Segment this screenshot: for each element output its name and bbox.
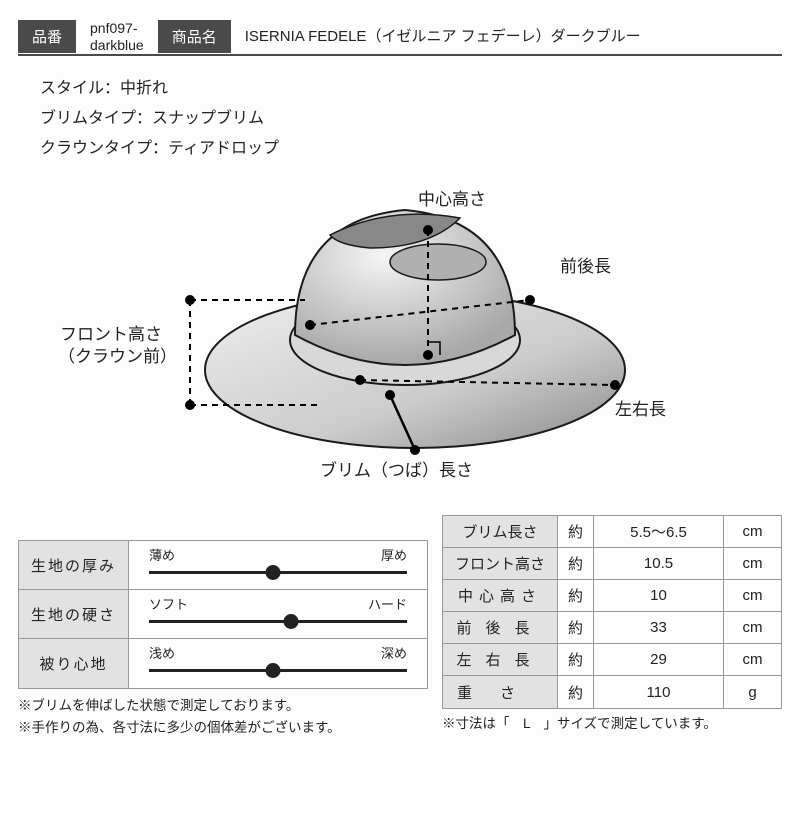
style-line: スタイル：中折れ — [40, 74, 800, 104]
style-list: スタイル：中折れ ブリムタイプ：スナップブリム クラウンタイプ：ティアドロップ — [40, 74, 800, 165]
label-left-right: 左右長 — [615, 395, 666, 420]
slider-row: 生地の厚み 薄め 厚め — [19, 541, 427, 590]
slider-row: 生地の硬さ ソフト ハード — [19, 590, 427, 639]
hat-svg — [60, 170, 740, 480]
slider-track: 浅め 深め — [129, 639, 427, 688]
code-label: 品番 — [18, 20, 76, 53]
header: 品番 pnf097- darkblue 商品名 ISERNIA FEDELE（イ… — [18, 20, 782, 56]
label-front-back: 前後長 — [560, 252, 611, 277]
label-brim-length: ブリム（つば）長さ — [320, 456, 473, 481]
style-line: ブリムタイプ：スナップブリム — [40, 104, 800, 134]
label-center-height: 中心高さ — [418, 185, 486, 210]
sliders-table: 生地の厚み 薄め 厚め 生地の硬さ ソフト ハード 被り心地 浅め 深め — [18, 540, 428, 689]
style-line: クラウンタイプ：ティアドロップ — [40, 134, 800, 164]
slider-name: 生地の硬さ — [19, 590, 129, 638]
slider-knob — [265, 565, 280, 580]
hat-diagram: 中心高さ 前後長 フロント高さ （クラウン前） 左右長 ブリム（つば）長さ — [60, 170, 740, 480]
slider-track: 薄め 厚め — [129, 541, 427, 589]
label-front-height-2: （クラウン前） — [58, 342, 177, 367]
name-value: ISERNIA FEDELE（イゼルニア フェデーレ）ダークブルー — [231, 28, 655, 46]
slider-row: 被り心地 浅め 深め — [19, 639, 427, 688]
slider-track: ソフト ハード — [129, 590, 427, 638]
slider-name: 生地の厚み — [19, 541, 129, 589]
slider-knob — [265, 663, 280, 678]
slider-knob — [283, 614, 298, 629]
measurements-table: ブリム長さ 約 5.5～6.5 cm フロント高さ 約 10.5 cm 中心高さ… — [442, 515, 782, 709]
notes-left: ※ブリムを伸ばした状態で測定しております。 ※手作りの為、各寸法に多少の個体差が… — [18, 695, 341, 738]
notes-right: ※寸法は「 L 」サイズで測定しています。 — [442, 712, 717, 732]
code-value: pnf097- darkblue — [76, 20, 158, 54]
slider-name: 被り心地 — [19, 639, 129, 688]
name-label: 商品名 — [158, 20, 231, 53]
meas-row: ブリム長さ 約 5.5～6.5 cm — [443, 516, 781, 548]
